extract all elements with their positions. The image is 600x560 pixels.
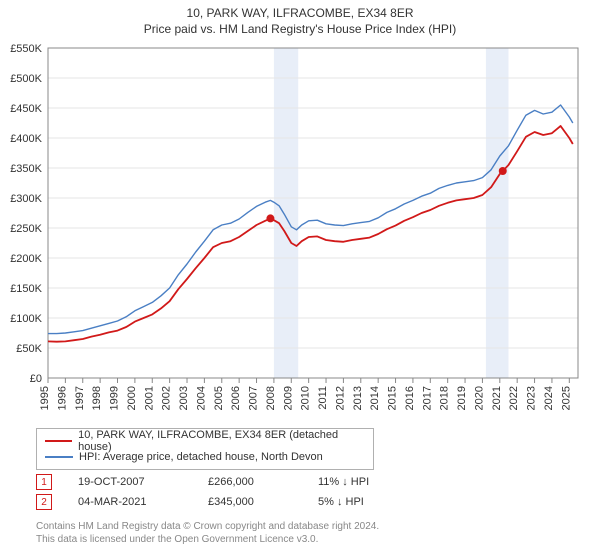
svg-text:£300K: £300K [10,193,42,205]
chart-title: 10, PARK WAY, ILFRACOMBE, EX34 8ER [0,0,600,20]
svg-text:2008: 2008 [265,386,277,410]
credits-line2: This data is licensed under the Open Gov… [36,533,576,546]
legend-item-property: 10, PARK WAY, ILFRACOMBE, EX34 8ER (deta… [45,433,365,449]
svg-text:2006: 2006 [230,386,242,410]
svg-text:£150K: £150K [10,283,42,295]
credits: Contains HM Land Registry data © Crown c… [36,520,576,546]
svg-text:2014: 2014 [369,386,381,410]
legend-swatch-hpi [45,456,73,458]
sale-date-2: 04-MAR-2021 [78,496,208,508]
svg-text:£100K: £100K [10,313,42,325]
legend: 10, PARK WAY, ILFRACOMBE, EX34 8ER (deta… [36,428,374,470]
sale-hpi-2: 5% ↓ HPI [318,496,438,508]
svg-text:2011: 2011 [317,386,329,410]
svg-text:£350K: £350K [10,163,42,175]
sale-date-1: 19-OCT-2007 [78,476,208,488]
chart-subtitle: Price paid vs. HM Land Registry's House … [0,20,600,40]
svg-text:2021: 2021 [491,386,503,410]
svg-text:2019: 2019 [456,386,468,410]
svg-text:2025: 2025 [560,386,572,410]
svg-text:2016: 2016 [404,386,416,410]
chart-svg: £0 £50K £100K £150K £200K £250K £300K £350K £400… [0,42,600,422]
svg-text:£0: £0 [30,373,42,385]
sale-price-2: £345,000 [208,496,318,508]
sales-table: 1 19-OCT-2007 £266,000 11% ↓ HPI 2 04-MA… [36,472,564,512]
svg-text:2001: 2001 [143,386,155,410]
svg-text:2003: 2003 [178,386,190,410]
chart-area: £0 £50K £100K £150K £200K £250K £300K £350K £400… [0,42,600,422]
svg-text:2020: 2020 [473,386,485,410]
svg-text:£250K: £250K [10,223,42,235]
credits-line1: Contains HM Land Registry data © Crown c… [36,520,576,533]
svg-text:1995: 1995 [39,386,51,410]
sale-hpi-1: 11% ↓ HPI [318,476,438,488]
svg-text:1998: 1998 [91,386,103,410]
svg-text:1996: 1996 [56,386,68,410]
svg-text:2018: 2018 [439,386,451,410]
svg-text:2002: 2002 [161,386,173,410]
svg-text:1997: 1997 [74,386,86,410]
svg-text:2015: 2015 [387,386,399,410]
svg-text:2009: 2009 [282,386,294,410]
svg-text:2000: 2000 [126,386,138,410]
svg-text:2005: 2005 [213,386,225,410]
svg-text:2022: 2022 [508,386,520,410]
svg-text:£450K: £450K [10,103,42,115]
svg-text:1999: 1999 [109,386,121,410]
svg-text:£550K: £550K [10,43,42,55]
sale-marker-1: 1 [36,474,52,490]
svg-text:£400K: £400K [10,133,42,145]
svg-text:£200K: £200K [10,253,42,265]
svg-text:2012: 2012 [334,386,346,410]
svg-text:2023: 2023 [526,386,538,410]
svg-text:2017: 2017 [421,386,433,410]
sale-row-2: 2 04-MAR-2021 £345,000 5% ↓ HPI [36,492,564,512]
legend-swatch-property [45,440,72,442]
svg-text:2007: 2007 [248,386,260,410]
legend-label-property: 10, PARK WAY, ILFRACOMBE, EX34 8ER (deta… [78,429,365,453]
svg-text:2004: 2004 [195,386,207,410]
sale-price-1: £266,000 [208,476,318,488]
svg-text:£50K: £50K [16,343,42,355]
svg-text:2024: 2024 [543,386,555,410]
legend-label-hpi: HPI: Average price, detached house, Nort… [79,451,323,463]
legend-item-hpi: HPI: Average price, detached house, Nort… [45,449,365,465]
svg-text:2013: 2013 [352,386,364,410]
sale-marker-2: 2 [36,494,52,510]
svg-text:£500K: £500K [10,73,42,85]
svg-text:2010: 2010 [300,386,312,410]
sale-row-1: 1 19-OCT-2007 £266,000 11% ↓ HPI [36,472,564,492]
